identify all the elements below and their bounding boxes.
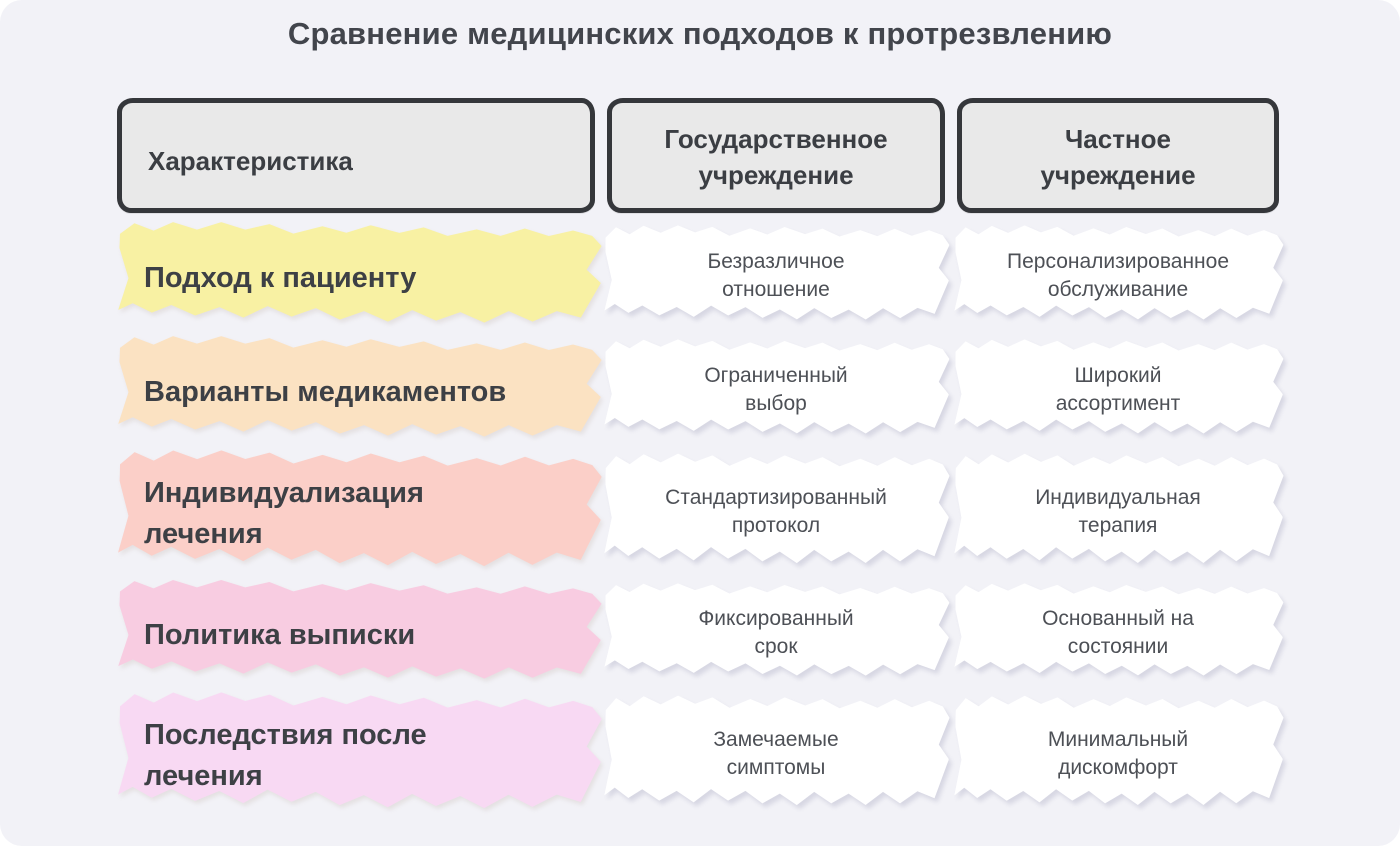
column-header-label: Государственное учреждение	[664, 124, 888, 190]
private-value: Основанный на состоянии	[1042, 606, 1194, 658]
row-label-cell: Последствия после лечения	[117, 693, 595, 813]
state-value-cell: Стандартизированный протокол	[607, 451, 945, 571]
state-value: Фиксированный срок	[698, 606, 854, 658]
state-value: Безразличное отношение	[707, 249, 845, 301]
private-value-cell: Основанный на состоянии	[957, 581, 1279, 683]
private-value-cell: Индивидуальная терапия	[957, 451, 1279, 571]
row-label: Политика выписки	[144, 618, 416, 651]
private-value-cell: Широкий ассортимент	[957, 337, 1279, 441]
comparison-table: Характеристика Государственное учреждени…	[117, 98, 1400, 813]
private-value: Персонализированное обслуживание	[1007, 249, 1229, 301]
column-header-label: Частное учреждение	[1040, 124, 1196, 190]
private-value-cell: Минимальный дискомфорт	[957, 693, 1279, 813]
row-label-cell: Политика выписки	[117, 581, 595, 683]
state-value: Ограниченный выбор	[704, 363, 848, 415]
private-value: Индивидуальная терапия	[1035, 485, 1201, 537]
column-header-private-institution: Частное учреждение	[957, 98, 1279, 213]
row-label: Индивидуализация лечения	[144, 477, 424, 550]
state-value-cell: Ограниченный выбор	[607, 337, 945, 441]
state-value-cell: Замечаемые симптомы	[607, 693, 945, 813]
state-value-cell: Безразличное отношение	[607, 223, 945, 327]
column-header-label: Характеристика	[148, 145, 353, 176]
row-label-cell: Подход к пациенту	[117, 223, 595, 327]
private-value-cell: Персонализированное обслуживание	[957, 223, 1279, 327]
row-label-cell: Индивидуализация лечения	[117, 451, 595, 571]
state-value: Стандартизированный протокол	[665, 485, 887, 537]
row-label-cell: Варианты медикаментов	[117, 337, 595, 441]
private-value: Широкий ассортимент	[1055, 363, 1181, 415]
column-header-state-institution: Государственное учреждение	[607, 98, 945, 213]
column-header-characteristic: Характеристика	[117, 98, 595, 213]
state-value-cell: Фиксированный срок	[607, 581, 945, 683]
state-value: Замечаемые симптомы	[713, 727, 839, 779]
row-label: Варианты медикаментов	[144, 375, 507, 408]
row-label: Подход к пациенту	[144, 261, 417, 294]
row-label: Последствия после лечения	[144, 719, 427, 792]
private-value: Минимальный дискомфорт	[1047, 727, 1189, 779]
page-title: Сравнение медицинских подходов к протрез…	[287, 16, 1113, 51]
